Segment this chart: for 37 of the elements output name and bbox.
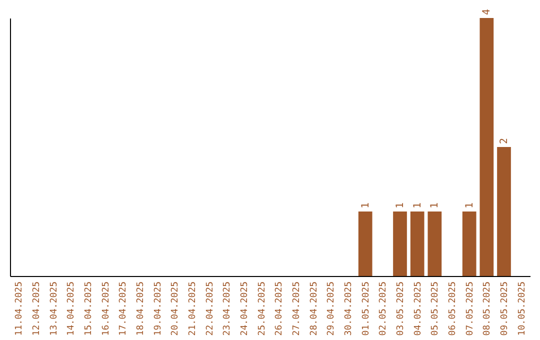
x-tick-label: 22.04.2025 [205,282,216,336]
data-label: 2 [499,138,510,144]
data-label: 1 [412,202,424,208]
x-tick-label: 27.04.2025 [292,282,302,336]
x-tick-label: 21.04.2025 [188,282,198,336]
data-label: 4 [482,8,493,15]
x-tick-label: 15.04.2025 [84,282,94,336]
x-tick-label: 05.05.2025 [430,282,441,336]
x-tick-label: 25.04.2025 [257,282,268,336]
x-tick-label: 03.05.2025 [396,282,406,336]
data-label: 1 [464,202,476,208]
data-label: 1 [430,202,441,208]
x-tick-label: 18.04.2025 [136,282,146,336]
x-tick-label: 28.04.2025 [309,282,320,336]
data-label: 1 [395,202,406,208]
x-tick-label: 24.04.2025 [240,282,250,336]
x-tick-label: 19.04.2025 [153,282,164,336]
x-tick-label: 14.04.2025 [66,282,77,336]
x-tick-label: 29.04.2025 [326,282,337,336]
x-tick-label: 01.05.2025 [361,282,372,336]
x-tick-label: 02.05.2025 [378,282,389,336]
x-tick-label: 30.04.2025 [344,282,354,336]
x-tick-label: 13.04.2025 [49,282,60,336]
x-tick-label: 12.04.2025 [32,282,42,336]
x-tick-label: 06.05.2025 [448,282,458,336]
data-label: 1 [360,202,372,208]
x-tick-label: 07.05.2025 [465,282,476,336]
x-tick-label: 09.05.2025 [500,282,510,336]
x-tick-label: 10.05.2025 [517,282,528,336]
x-tick-label: 16.04.2025 [101,282,112,336]
x-tick-label: 17.04.2025 [118,282,129,336]
x-tick-label: 08.05.2025 [482,282,493,336]
x-tick-label: 20.04.2025 [170,282,181,336]
x-tick-label: 11.04.2025 [14,282,25,336]
x-tick-label: 26.04.2025 [274,282,285,336]
x-tick-label: 04.05.2025 [413,282,424,336]
x-tick-label: 23.04.2025 [222,282,233,336]
